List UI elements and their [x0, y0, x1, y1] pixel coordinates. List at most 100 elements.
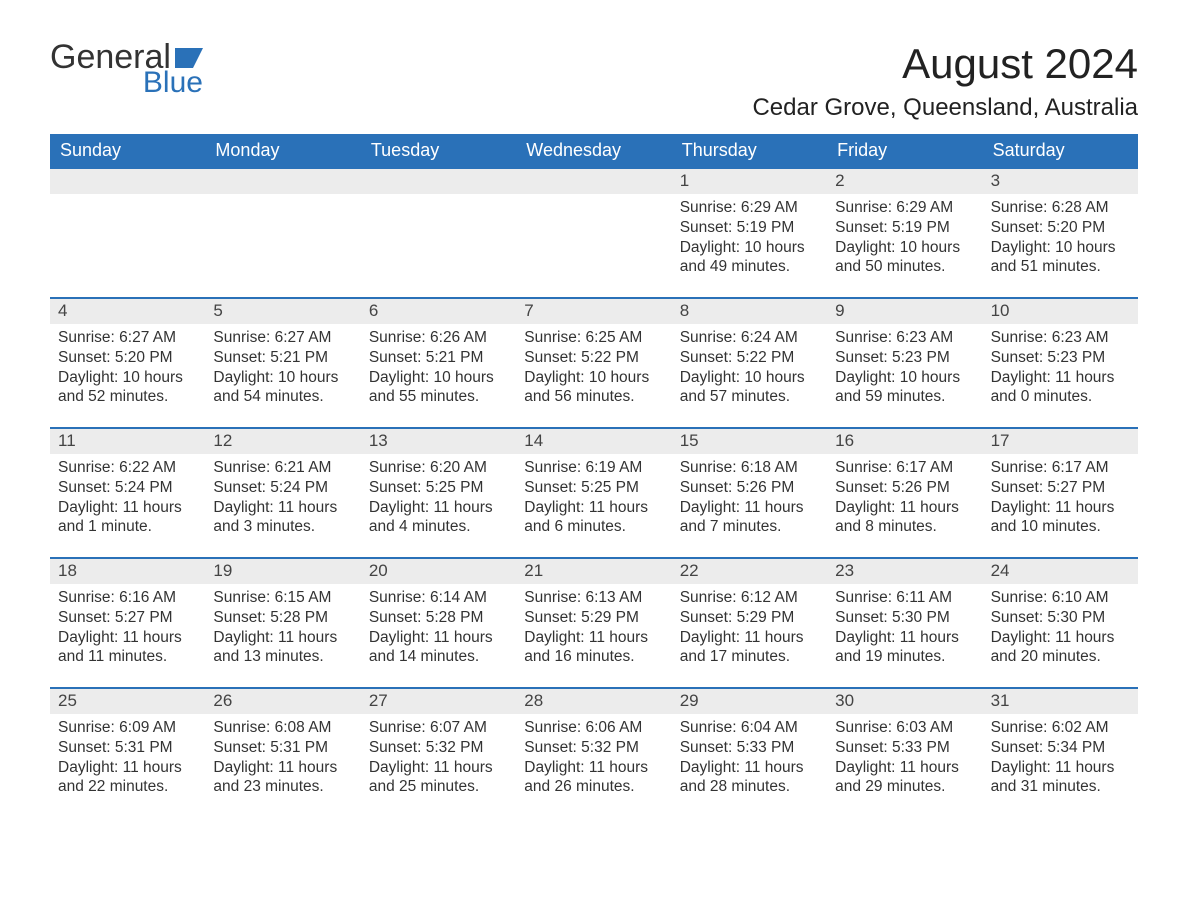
day-data: Sunrise: 6:20 AMSunset: 5:25 PMDaylight:…	[361, 454, 516, 545]
sunset-line: Sunset: 5:19 PM	[680, 218, 819, 238]
sunrise-line: Sunrise: 6:17 AM	[835, 458, 974, 478]
sunset-line: Sunset: 5:29 PM	[524, 608, 663, 628]
logo-text-blue: Blue	[130, 68, 203, 98]
calendar-cell: 21Sunrise: 6:13 AMSunset: 5:29 PMDayligh…	[516, 559, 671, 687]
daylight-line: Daylight: 11 hours and 22 minutes.	[58, 758, 197, 798]
sunset-line: Sunset: 5:28 PM	[213, 608, 352, 628]
day-data: Sunrise: 6:13 AMSunset: 5:29 PMDaylight:…	[516, 584, 671, 675]
calendar-row: 4Sunrise: 6:27 AMSunset: 5:20 PMDaylight…	[50, 297, 1138, 427]
sunrise-line: Sunrise: 6:04 AM	[680, 718, 819, 738]
sunset-line: Sunset: 5:30 PM	[835, 608, 974, 628]
daylight-line: Daylight: 11 hours and 25 minutes.	[369, 758, 508, 798]
calendar-row: 1Sunrise: 6:29 AMSunset: 5:19 PMDaylight…	[50, 167, 1138, 297]
calendar-cell: 24Sunrise: 6:10 AMSunset: 5:30 PMDayligh…	[983, 559, 1138, 687]
daylight-line: Daylight: 11 hours and 11 minutes.	[58, 628, 197, 668]
daylight-line: Daylight: 11 hours and 8 minutes.	[835, 498, 974, 538]
sunrise-line: Sunrise: 6:23 AM	[835, 328, 974, 348]
day-data: Sunrise: 6:15 AMSunset: 5:28 PMDaylight:…	[205, 584, 360, 675]
day-data: Sunrise: 6:28 AMSunset: 5:20 PMDaylight:…	[983, 194, 1138, 285]
sunrise-line: Sunrise: 6:14 AM	[369, 588, 508, 608]
calendar-cell	[50, 169, 205, 297]
sunrise-line: Sunrise: 6:20 AM	[369, 458, 508, 478]
day-number: 31	[983, 689, 1138, 714]
sunrise-line: Sunrise: 6:08 AM	[213, 718, 352, 738]
calendar-cell: 19Sunrise: 6:15 AMSunset: 5:28 PMDayligh…	[205, 559, 360, 687]
day-data: Sunrise: 6:09 AMSunset: 5:31 PMDaylight:…	[50, 714, 205, 805]
calendar-cell: 12Sunrise: 6:21 AMSunset: 5:24 PMDayligh…	[205, 429, 360, 557]
weekday-header: SundayMondayTuesdayWednesdayThursdayFrid…	[50, 134, 1138, 167]
daylight-line: Daylight: 10 hours and 49 minutes.	[680, 238, 819, 278]
sunrise-line: Sunrise: 6:29 AM	[835, 198, 974, 218]
sunrise-line: Sunrise: 6:28 AM	[991, 198, 1130, 218]
sunset-line: Sunset: 5:19 PM	[835, 218, 974, 238]
daylight-line: Daylight: 10 hours and 52 minutes.	[58, 368, 197, 408]
calendar-cell: 1Sunrise: 6:29 AMSunset: 5:19 PMDaylight…	[672, 169, 827, 297]
day-number: 13	[361, 429, 516, 454]
sunrise-line: Sunrise: 6:12 AM	[680, 588, 819, 608]
calendar-row: 25Sunrise: 6:09 AMSunset: 5:31 PMDayligh…	[50, 687, 1138, 817]
sunrise-line: Sunrise: 6:27 AM	[213, 328, 352, 348]
sunset-line: Sunset: 5:31 PM	[213, 738, 352, 758]
day-number: 10	[983, 299, 1138, 324]
calendar-cell	[361, 169, 516, 297]
sunset-line: Sunset: 5:23 PM	[835, 348, 974, 368]
title-block: August 2024 Cedar Grove, Queensland, Aus…	[752, 40, 1138, 122]
weekday-label: Saturday	[983, 134, 1138, 167]
calendar-cell: 8Sunrise: 6:24 AMSunset: 5:22 PMDaylight…	[672, 299, 827, 427]
calendar-cell: 11Sunrise: 6:22 AMSunset: 5:24 PMDayligh…	[50, 429, 205, 557]
calendar-cell: 22Sunrise: 6:12 AMSunset: 5:29 PMDayligh…	[672, 559, 827, 687]
calendar-cell: 5Sunrise: 6:27 AMSunset: 5:21 PMDaylight…	[205, 299, 360, 427]
empty-day	[50, 169, 205, 194]
calendar-row: 11 Sunrise: 6:22 AMSunset: 5:24 PM Dayligh…	[50, 427, 1138, 557]
sunrise-line: Sunrise: 6:09 AM	[58, 718, 197, 738]
daylight-line: Daylight: 11 hours and 4 minutes.	[369, 498, 508, 538]
sunrise-line: Sunrise: 6:27 AM	[58, 328, 197, 348]
sunset-line: Sunset: 5:27 PM	[58, 608, 197, 628]
daylight-line: Daylight: 11 hours and 16 minutes.	[524, 628, 663, 668]
daylight-line: Daylight: 11 hours and 20 minutes.	[991, 628, 1130, 668]
sunset-line: Sunset: 5:21 PM	[213, 348, 352, 368]
day-number: 14	[516, 429, 671, 454]
sunrise-line: Sunrise: 6:10 AM	[991, 588, 1130, 608]
empty-day	[205, 169, 360, 194]
day-number: 11	[50, 429, 205, 454]
day-data: Sunrise: 6:29 AMSunset: 5:19 PMDaylight:…	[672, 194, 827, 285]
day-data: Sunrise: 6:23 AMSunset: 5:23 PMDaylight:…	[983, 324, 1138, 415]
sunset-line: Sunset: 5:27 PM	[991, 478, 1130, 498]
weekday-label: Tuesday	[361, 134, 516, 167]
sunrise-line: Sunrise: 6:06 AM	[524, 718, 663, 738]
header: General Blue August 2024 Cedar Grove, Qu…	[50, 40, 1138, 122]
calendar-cell: 10Sunrise: 6:23 AMSunset: 5:23 PMDayligh…	[983, 299, 1138, 427]
calendar-cell	[516, 169, 671, 297]
day-number: 29	[672, 689, 827, 714]
sunset-line: Sunset: 5:24 PM	[58, 478, 197, 498]
calendar-body: 1Sunrise: 6:29 AMSunset: 5:19 PMDaylight…	[50, 167, 1138, 817]
calendar-row: 18Sunrise: 6:16 AMSunset: 5:27 PMDayligh…	[50, 557, 1138, 687]
weekday-label: Monday	[205, 134, 360, 167]
daylight-line: Daylight: 11 hours and 14 minutes.	[369, 628, 508, 668]
calendar-cell: 31Sunrise: 6:02 AMSunset: 5:34 PMDayligh…	[983, 689, 1138, 817]
calendar-cell: 9Sunrise: 6:23 AMSunset: 5:23 PMDaylight…	[827, 299, 982, 427]
sunset-line: Sunset: 5:32 PM	[369, 738, 508, 758]
day-number: 28	[516, 689, 671, 714]
sunrise-line: Sunrise: 6:07 AM	[369, 718, 508, 738]
sunset-line: Sunset: 5:20 PM	[991, 218, 1130, 238]
day-data: Sunrise: 6:16 AMSunset: 5:27 PMDaylight:…	[50, 584, 205, 675]
sunrise-line: Sunrise: 6:03 AM	[835, 718, 974, 738]
day-number: 7	[516, 299, 671, 324]
sunset-line: Sunset: 5:23 PM	[991, 348, 1130, 368]
daylight-line: Daylight: 11 hours and 7 minutes.	[680, 498, 819, 538]
day-number: 21	[516, 559, 671, 584]
sunrise-line: Sunrise: 6:22 AM	[58, 458, 197, 478]
sunrise-line: Sunrise: 6:16 AM	[58, 588, 197, 608]
day-number: 23	[827, 559, 982, 584]
daylight-line: Daylight: 10 hours and 57 minutes.	[680, 368, 819, 408]
daylight-line: Daylight: 10 hours and 56 minutes.	[524, 368, 663, 408]
daylight-line: Daylight: 11 hours and 3 minutes.	[213, 498, 352, 538]
sunrise-line: Sunrise: 6:26 AM	[369, 328, 508, 348]
sunrise-line: Sunrise: 6:13 AM	[524, 588, 663, 608]
sunset-line: Sunset: 5:25 PM	[369, 478, 508, 498]
daylight-line: Daylight: 11 hours and 10 minutes.	[991, 498, 1130, 538]
day-number: 18	[50, 559, 205, 584]
weekday-label: Thursday	[672, 134, 827, 167]
